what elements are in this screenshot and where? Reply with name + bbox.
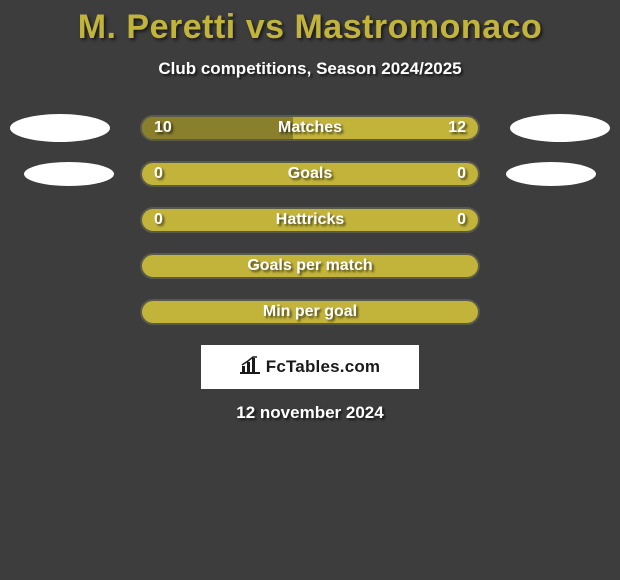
branding-box: FcTables.com xyxy=(201,345,419,389)
stats-card: M. Peretti vs Mastromonaco Club competit… xyxy=(0,0,620,580)
stat-bar: 0 0 Hattricks xyxy=(140,207,480,233)
stat-row: 0 0 Hattricks xyxy=(0,207,620,233)
stat-bar: 10 12 Matches xyxy=(140,115,480,141)
stat-bar: Goals per match xyxy=(140,253,480,279)
stat-label: Hattricks xyxy=(276,211,344,229)
page-subtitle: Club competitions, Season 2024/2025 xyxy=(0,59,620,79)
stat-row: 0 0 Goals xyxy=(0,161,620,187)
stat-label: Matches xyxy=(278,119,342,137)
branding-text: FcTables.com xyxy=(266,357,381,377)
page-title: M. Peretti vs Mastromonaco xyxy=(0,8,620,47)
stat-value-left: 10 xyxy=(154,119,172,137)
stat-label: Goals per match xyxy=(247,257,372,275)
player-right-ellipse xyxy=(506,162,596,186)
stat-row: Goals per match xyxy=(0,253,620,279)
date-line: 12 november 2024 xyxy=(0,403,620,423)
stat-value-right: 12 xyxy=(448,119,466,137)
stat-row: Min per goal xyxy=(0,299,620,325)
player-left-ellipse xyxy=(24,162,114,186)
stat-label: Min per goal xyxy=(263,303,357,321)
stat-bar: Min per goal xyxy=(140,299,480,325)
chart-icon xyxy=(240,356,260,379)
player-right-ellipse xyxy=(510,114,610,142)
stat-value-left: 0 xyxy=(154,165,163,183)
stat-value-left: 0 xyxy=(154,211,163,229)
stat-value-right: 0 xyxy=(457,165,466,183)
stat-bar: 0 0 Goals xyxy=(140,161,480,187)
stat-value-right: 0 xyxy=(457,211,466,229)
stats-rows: 10 12 Matches 0 0 Goals 0 0 Hattricks Goals per m… xyxy=(0,115,620,325)
stat-label: Goals xyxy=(288,165,332,183)
player-left-ellipse xyxy=(10,114,110,142)
stat-row: 10 12 Matches xyxy=(0,115,620,141)
